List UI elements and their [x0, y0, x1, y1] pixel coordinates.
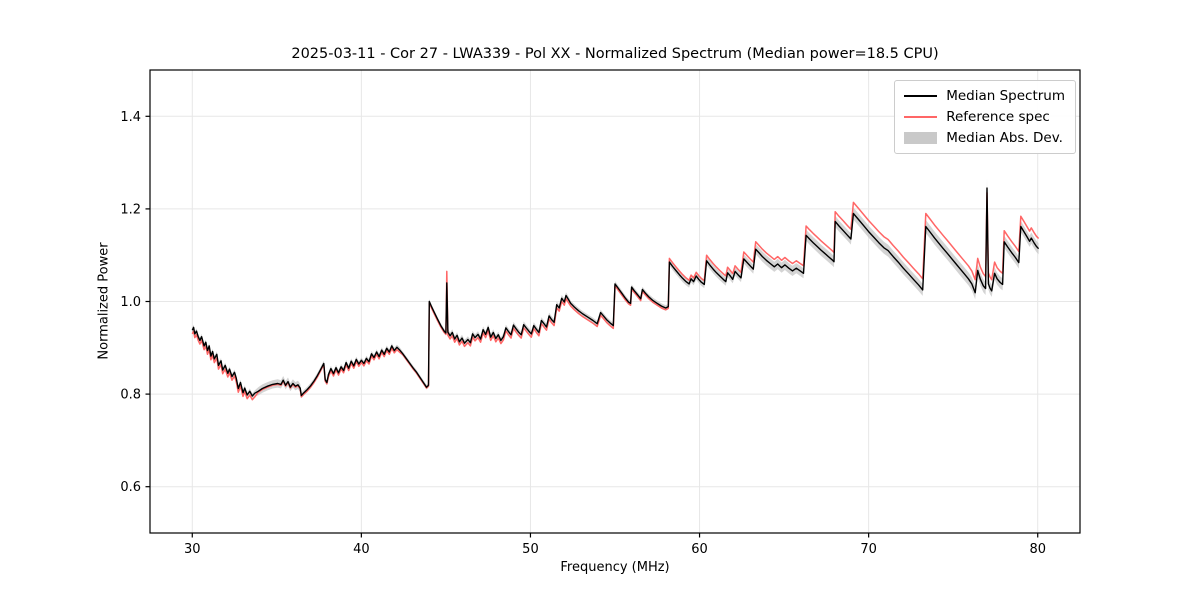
median-line-swatch [904, 95, 938, 97]
x-tick-label-60: 60 [691, 542, 708, 557]
x-tick-label-80: 80 [1029, 542, 1046, 557]
y-axis-label: Normalized Power [96, 242, 112, 360]
y-tick-label-1.0: 1.0 [120, 295, 141, 310]
legend-entry-reference: Reference spec [904, 109, 1065, 125]
y-tick-label-0.8: 0.8 [120, 388, 141, 403]
legend-entry-mad: Median Abs. Dev. [904, 130, 1065, 146]
legend-label-reference: Reference spec [946, 109, 1050, 125]
reference-spectrum-line [191, 191, 1040, 401]
y-tick-label-1.4: 1.4 [120, 110, 141, 125]
chart-title: 2025-03-11 - Cor 27 - LWA339 - Pol XX - … [291, 46, 939, 62]
x-tick-label-40: 40 [353, 542, 370, 557]
x-tick-label-30: 30 [184, 542, 201, 557]
y-tick-label-0.6: 0.6 [120, 480, 141, 495]
legend-label-mad: Median Abs. Dev. [946, 130, 1063, 146]
y-tick-label-1.2: 1.2 [120, 202, 141, 217]
legend-label-median: Median Spectrum [946, 88, 1065, 104]
legend-entry-median: Median Spectrum [904, 88, 1065, 104]
mad-patch-swatch [904, 132, 938, 144]
reference-line-swatch [904, 116, 938, 118]
x-tick-label-50: 50 [522, 542, 539, 557]
x-axis-label: Frequency (MHz) [560, 560, 670, 575]
median-spectrum-line [191, 187, 1040, 397]
legend: Median Spectrum Reference spec Median Ab… [894, 80, 1076, 154]
x-tick-label-70: 70 [860, 542, 877, 557]
